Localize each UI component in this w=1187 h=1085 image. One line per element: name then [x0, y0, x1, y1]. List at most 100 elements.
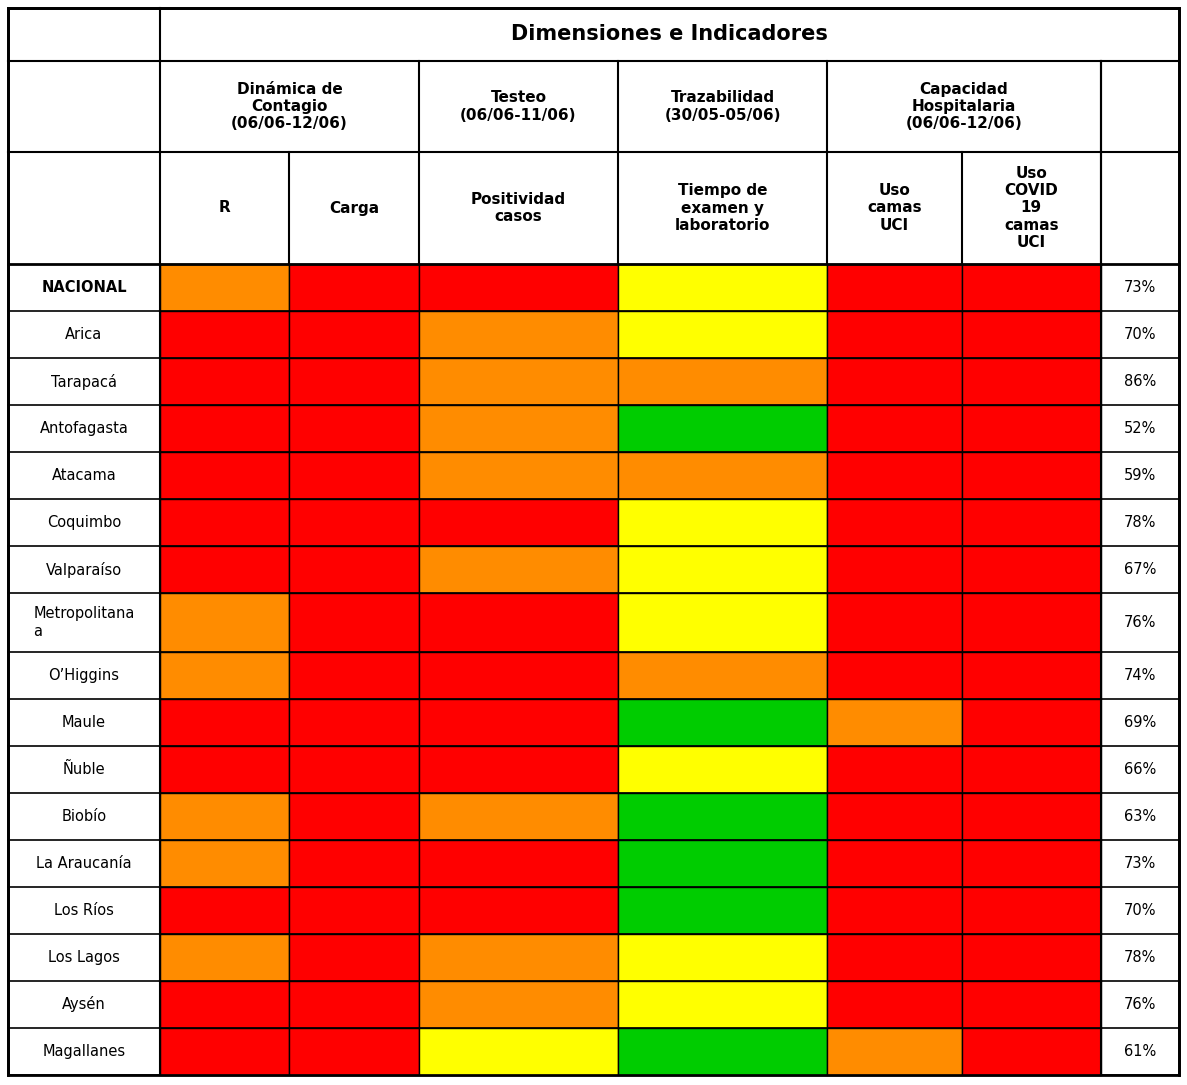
Text: Positividad
casos: Positividad casos [471, 192, 566, 225]
Text: Atacama: Atacama [51, 468, 116, 483]
Bar [160, 888, 290, 934]
Bar [419, 840, 618, 888]
Text: Uso
COVID
19
camas
UCI: Uso COVID 19 camas UCI [1004, 166, 1059, 251]
Bar [827, 358, 961, 405]
Text: 78%: 78% [1124, 515, 1156, 529]
Bar [160, 311, 290, 358]
Bar [419, 311, 618, 358]
Bar [160, 499, 290, 546]
Bar [419, 264, 618, 311]
Bar [419, 1027, 618, 1075]
Bar [827, 793, 961, 840]
Bar [160, 793, 290, 840]
Bar [961, 888, 1102, 934]
Bar [419, 405, 618, 452]
Bar [961, 934, 1102, 981]
Bar [419, 452, 618, 499]
Bar [419, 699, 618, 746]
Text: 69%: 69% [1124, 715, 1156, 730]
Text: La Araucanía: La Araucanía [36, 856, 132, 871]
Text: 63%: 63% [1124, 809, 1156, 824]
Bar [961, 405, 1102, 452]
Text: Maule: Maule [62, 715, 106, 730]
Bar [419, 652, 618, 699]
Text: 61%: 61% [1124, 1044, 1156, 1059]
Bar [618, 840, 827, 888]
Text: Valparaíso: Valparaíso [46, 562, 122, 577]
Bar [290, 793, 419, 840]
Bar [827, 699, 961, 746]
Text: R: R [218, 201, 230, 216]
Bar [419, 593, 618, 652]
Bar [290, 311, 419, 358]
Bar [827, 840, 961, 888]
Bar [290, 934, 419, 981]
Bar [419, 499, 618, 546]
Bar [290, 546, 419, 593]
Bar [419, 546, 618, 593]
Bar [961, 1027, 1102, 1075]
Bar [160, 593, 290, 652]
Bar [618, 888, 827, 934]
Bar [290, 652, 419, 699]
Bar [160, 699, 290, 746]
Bar [160, 934, 290, 981]
Text: 78%: 78% [1124, 950, 1156, 965]
Bar [827, 746, 961, 793]
Bar [419, 888, 618, 934]
Text: Dimensiones e Indicadores: Dimensiones e Indicadores [512, 25, 829, 44]
Text: NACIONAL: NACIONAL [42, 280, 127, 295]
Bar [160, 546, 290, 593]
Bar [419, 981, 618, 1027]
Bar [160, 405, 290, 452]
Text: Carga: Carga [329, 201, 379, 216]
Bar [961, 311, 1102, 358]
Bar [827, 546, 961, 593]
Bar [160, 746, 290, 793]
Bar [827, 405, 961, 452]
Text: Uso
camas
UCI: Uso camas UCI [867, 183, 921, 233]
Text: 73%: 73% [1124, 280, 1156, 295]
Bar [419, 793, 618, 840]
Text: 76%: 76% [1124, 997, 1156, 1012]
Bar [827, 452, 961, 499]
Text: Tiempo de
examen y
laboratorio: Tiempo de examen y laboratorio [675, 183, 770, 233]
Bar [290, 264, 419, 311]
Bar [419, 358, 618, 405]
Text: 52%: 52% [1124, 421, 1156, 436]
Bar [618, 934, 827, 981]
Bar [961, 358, 1102, 405]
Bar [618, 452, 827, 499]
Bar [290, 499, 419, 546]
Bar [160, 981, 290, 1027]
Bar [290, 593, 419, 652]
Bar [618, 652, 827, 699]
Bar [419, 746, 618, 793]
Bar [961, 840, 1102, 888]
Bar [160, 358, 290, 405]
Bar [961, 452, 1102, 499]
Text: 86%: 86% [1124, 374, 1156, 390]
Bar [961, 264, 1102, 311]
Bar [419, 934, 618, 981]
Bar [618, 358, 827, 405]
Bar [618, 699, 827, 746]
Text: Coquimbo: Coquimbo [46, 515, 121, 529]
Bar [827, 652, 961, 699]
Bar [961, 793, 1102, 840]
Text: O’Higgins: O’Higgins [49, 668, 120, 682]
Bar [961, 499, 1102, 546]
Bar [961, 546, 1102, 593]
Bar [618, 264, 827, 311]
Text: Dinámica de
Contagio
(06/06-12/06): Dinámica de Contagio (06/06-12/06) [231, 81, 348, 131]
Text: 70%: 70% [1124, 327, 1156, 342]
Bar [827, 311, 961, 358]
Bar [160, 264, 290, 311]
Text: 76%: 76% [1124, 615, 1156, 630]
Text: Biobío: Biobío [62, 809, 107, 824]
Text: 66%: 66% [1124, 762, 1156, 777]
Bar [961, 981, 1102, 1027]
Bar [827, 1027, 961, 1075]
Bar [290, 981, 419, 1027]
Bar [618, 499, 827, 546]
